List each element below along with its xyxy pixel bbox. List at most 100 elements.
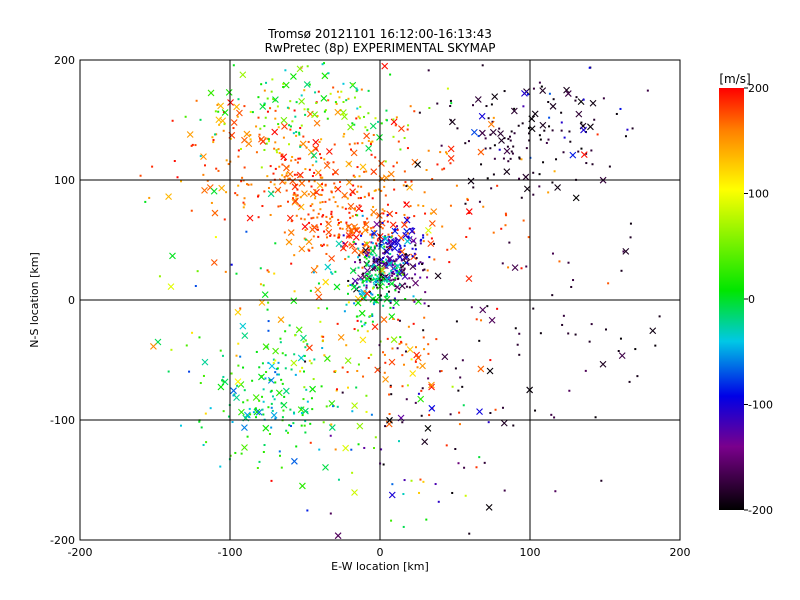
data-point-x (363, 275, 371, 283)
data-point (274, 381, 277, 384)
data-point (294, 334, 297, 337)
data-point (522, 219, 525, 222)
data-point (490, 187, 493, 190)
data-point (387, 290, 390, 293)
data-point (240, 452, 243, 455)
data-point (262, 413, 265, 416)
data-point-x (569, 151, 577, 159)
data-point (242, 366, 245, 369)
data-point (261, 362, 264, 365)
data-point (302, 135, 305, 138)
data-point (270, 406, 273, 409)
data-point-x (245, 140, 253, 148)
data-point (422, 329, 425, 332)
data-point (326, 227, 329, 230)
data-point (277, 205, 280, 208)
data-point (626, 128, 629, 131)
data-point (396, 225, 399, 228)
data-point (405, 285, 408, 288)
data-point (337, 218, 340, 221)
data-point (250, 183, 253, 186)
data-point (294, 158, 297, 161)
data-point (547, 191, 550, 194)
data-point-x (425, 226, 432, 234)
data-point (622, 250, 625, 253)
data-point (411, 227, 414, 230)
data-point (306, 411, 309, 414)
data-point (364, 296, 367, 299)
y-tick-label: -100 (50, 414, 75, 427)
data-point (326, 236, 329, 239)
data-point (337, 234, 340, 237)
data-point (417, 392, 420, 395)
data-point (391, 347, 394, 350)
data-point (392, 118, 395, 121)
data-point (271, 78, 274, 81)
data-point (380, 262, 383, 265)
data-point-x (447, 154, 455, 162)
data-point (527, 93, 530, 96)
data-point (308, 249, 311, 252)
data-point (375, 244, 378, 247)
data-point (373, 283, 376, 286)
data-point (322, 335, 325, 338)
data-point (369, 253, 372, 256)
data-point (332, 86, 335, 89)
data-point (370, 241, 373, 244)
data-point-x (388, 491, 396, 499)
data-point (263, 102, 266, 105)
data-point (227, 163, 230, 166)
data-point (204, 164, 207, 167)
data-point (257, 116, 260, 119)
data-point (457, 462, 460, 465)
data-point (520, 267, 523, 270)
data-point (417, 204, 420, 207)
data-point (234, 451, 237, 454)
data-point (379, 226, 382, 229)
data-point-x (267, 190, 275, 198)
data-point (532, 307, 535, 310)
data-point-x (372, 276, 380, 284)
data-point (247, 183, 250, 186)
data-point (486, 305, 489, 308)
data-point (173, 160, 176, 163)
data-point (371, 293, 374, 296)
data-point (335, 102, 338, 105)
data-point (321, 201, 324, 204)
data-point (383, 371, 386, 374)
data-point (295, 214, 298, 217)
data-point (303, 424, 306, 427)
data-point (144, 200, 147, 203)
data-point (348, 236, 351, 239)
data-point (375, 242, 378, 245)
data-point-x (403, 216, 411, 224)
data-point (302, 340, 305, 343)
data-point (366, 129, 369, 132)
data-point (361, 325, 364, 328)
data-point (382, 304, 385, 307)
data-point (337, 223, 340, 226)
data-point (304, 238, 307, 241)
data-point (276, 367, 279, 370)
data-point (299, 370, 302, 373)
data-point (538, 185, 541, 188)
x-tick-label: 200 (670, 546, 691, 559)
data-point (316, 216, 319, 219)
data-point (282, 85, 285, 88)
x-tick-label: -100 (218, 546, 243, 559)
data-point-x (345, 223, 353, 230)
data-point (272, 172, 275, 175)
data-point (295, 198, 298, 201)
data-point-x (312, 138, 320, 146)
data-point-x (409, 237, 417, 245)
data-point (408, 286, 411, 289)
data-point-x (539, 87, 547, 95)
data-point (242, 401, 245, 404)
data-point (414, 401, 417, 404)
data-point (300, 124, 303, 127)
data-point (570, 285, 573, 288)
data-point (449, 105, 452, 108)
data-point (249, 138, 252, 141)
data-point (324, 183, 327, 186)
data-point (394, 278, 397, 281)
